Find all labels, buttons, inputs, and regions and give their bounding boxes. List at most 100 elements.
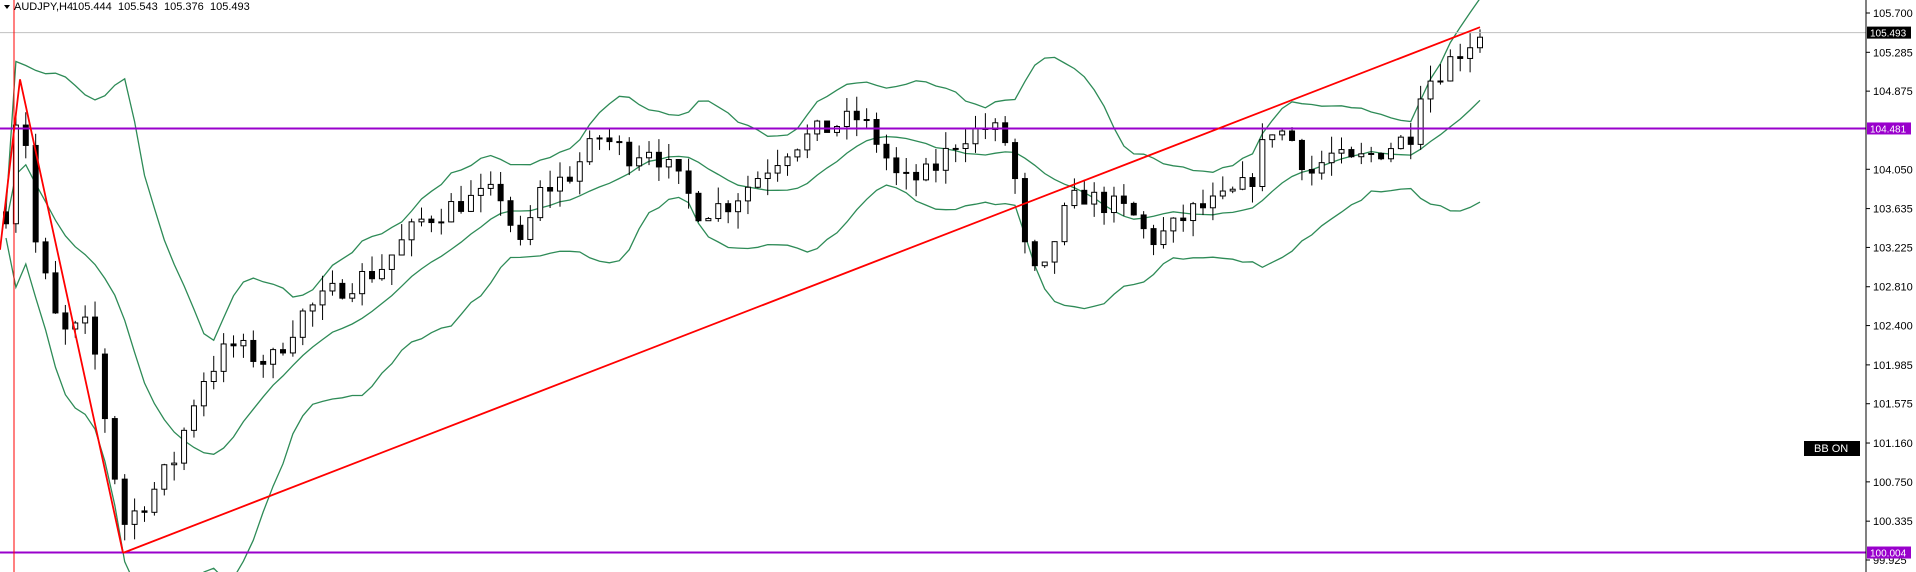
y-tick-label: 101.985 <box>1873 360 1913 372</box>
y-tick-label: 102.810 <box>1873 282 1913 294</box>
candle-body <box>181 429 188 464</box>
candle-body <box>1209 195 1216 209</box>
open-value: 105.444 <box>72 1 112 13</box>
y-tick-label: 100.335 <box>1873 516 1913 528</box>
candle-body <box>1081 189 1088 205</box>
candle-body <box>725 203 732 213</box>
symbol-label: AUDJPY,H4 <box>14 1 73 13</box>
candle-body <box>1150 228 1157 246</box>
candle-body <box>1120 195 1127 204</box>
candle-body <box>646 151 653 159</box>
candle-body <box>754 178 761 188</box>
candle-body <box>477 187 484 196</box>
y-tick-label: 105.700 <box>1873 8 1913 20</box>
candle-body <box>319 290 326 306</box>
candle-body <box>794 149 801 158</box>
horizontal-levels[interactable] <box>0 32 1866 554</box>
candle-body <box>92 316 99 355</box>
candle-body <box>1160 230 1167 246</box>
candle-body <box>1348 149 1355 158</box>
candle-body <box>853 110 860 121</box>
candle-body <box>774 165 781 174</box>
candle-body <box>1021 178 1028 243</box>
candle-body <box>1012 142 1019 180</box>
candle-body <box>230 343 237 347</box>
candle-body <box>1368 152 1375 155</box>
drawn-lines[interactable] <box>0 0 1481 572</box>
candle-body <box>537 187 544 219</box>
bollinger-bands <box>5 0 1481 572</box>
candle-body <box>636 157 643 167</box>
candle-body <box>527 217 534 240</box>
candle-body <box>299 310 306 338</box>
candle-body <box>467 194 474 212</box>
candle-body <box>913 171 920 181</box>
high-value: 105.543 <box>118 1 158 13</box>
candle-body <box>576 161 583 182</box>
candle-body <box>655 151 662 168</box>
low-value: 105.376 <box>164 1 204 13</box>
candle-body <box>32 144 39 243</box>
candle-body <box>1110 195 1117 214</box>
y-tick-label: 101.575 <box>1873 399 1913 411</box>
candles <box>3 29 1483 541</box>
candle-body <box>369 270 376 280</box>
candle-body <box>339 282 346 299</box>
candle-body <box>1457 56 1464 59</box>
candle-body <box>1298 139 1305 171</box>
candle-body <box>1427 80 1434 100</box>
candle-body <box>329 282 336 292</box>
chart-header: AUDJPY,H4 105.444 105.543 105.376 105.49… <box>4 1 250 13</box>
candle-body <box>1437 80 1444 83</box>
y-tick-label: 105.285 <box>1873 47 1913 59</box>
candle-body <box>388 254 395 270</box>
candle-body <box>190 405 197 431</box>
zigzag-line[interactable] <box>0 79 124 554</box>
y-tick-label: 102.400 <box>1873 321 1913 333</box>
candle-body <box>161 464 168 490</box>
candle-body <box>131 510 138 525</box>
candle-body <box>586 138 593 163</box>
candle-body <box>121 478 128 525</box>
candle-body <box>171 462 178 466</box>
candle-body <box>220 343 227 372</box>
price-axis[interactable]: 105.700 105.285 104.875 104.050 103.635 103.2… <box>1866 8 1913 567</box>
candle-body <box>1477 36 1483 49</box>
candle-body <box>349 293 356 299</box>
menu-triangle-icon[interactable] <box>4 5 10 9</box>
candle-body <box>1071 189 1078 207</box>
candle-body <box>1279 130 1286 136</box>
candle-body <box>359 270 366 295</box>
bb-middle-band <box>5 99 1481 455</box>
candle-body <box>556 176 563 192</box>
y-tick-label: 100.750 <box>1873 477 1913 489</box>
candle-body <box>458 201 465 212</box>
candle-body <box>705 218 712 222</box>
candle-body <box>1219 190 1226 197</box>
candle-body <box>487 183 494 189</box>
y-tick-label: 103.635 <box>1873 204 1913 216</box>
candle-body <box>1378 152 1385 160</box>
candle-body <box>22 124 29 146</box>
candle-body <box>992 122 999 130</box>
candle-body <box>606 137 613 143</box>
candle-body <box>1170 217 1177 232</box>
candle-body <box>824 120 831 133</box>
candle-body <box>1180 217 1187 222</box>
current-price-tag-text: 105.493 <box>1870 29 1907 40</box>
candle-body <box>1031 241 1038 267</box>
trendline-line[interactable] <box>122 26 1481 554</box>
candle-body <box>1289 130 1296 141</box>
candle-body <box>270 349 277 365</box>
candle-body <box>952 147 959 150</box>
candle-body <box>52 272 59 314</box>
candle-body <box>82 316 89 324</box>
candle-body <box>1467 47 1474 59</box>
bb-toggle-button[interactable]: BB ON <box>1804 441 1860 456</box>
candle-body <box>200 381 207 407</box>
bb-lower-band <box>5 184 1481 572</box>
candle-body <box>1130 202 1137 216</box>
candle-body <box>764 172 771 180</box>
candle-body <box>398 239 405 256</box>
